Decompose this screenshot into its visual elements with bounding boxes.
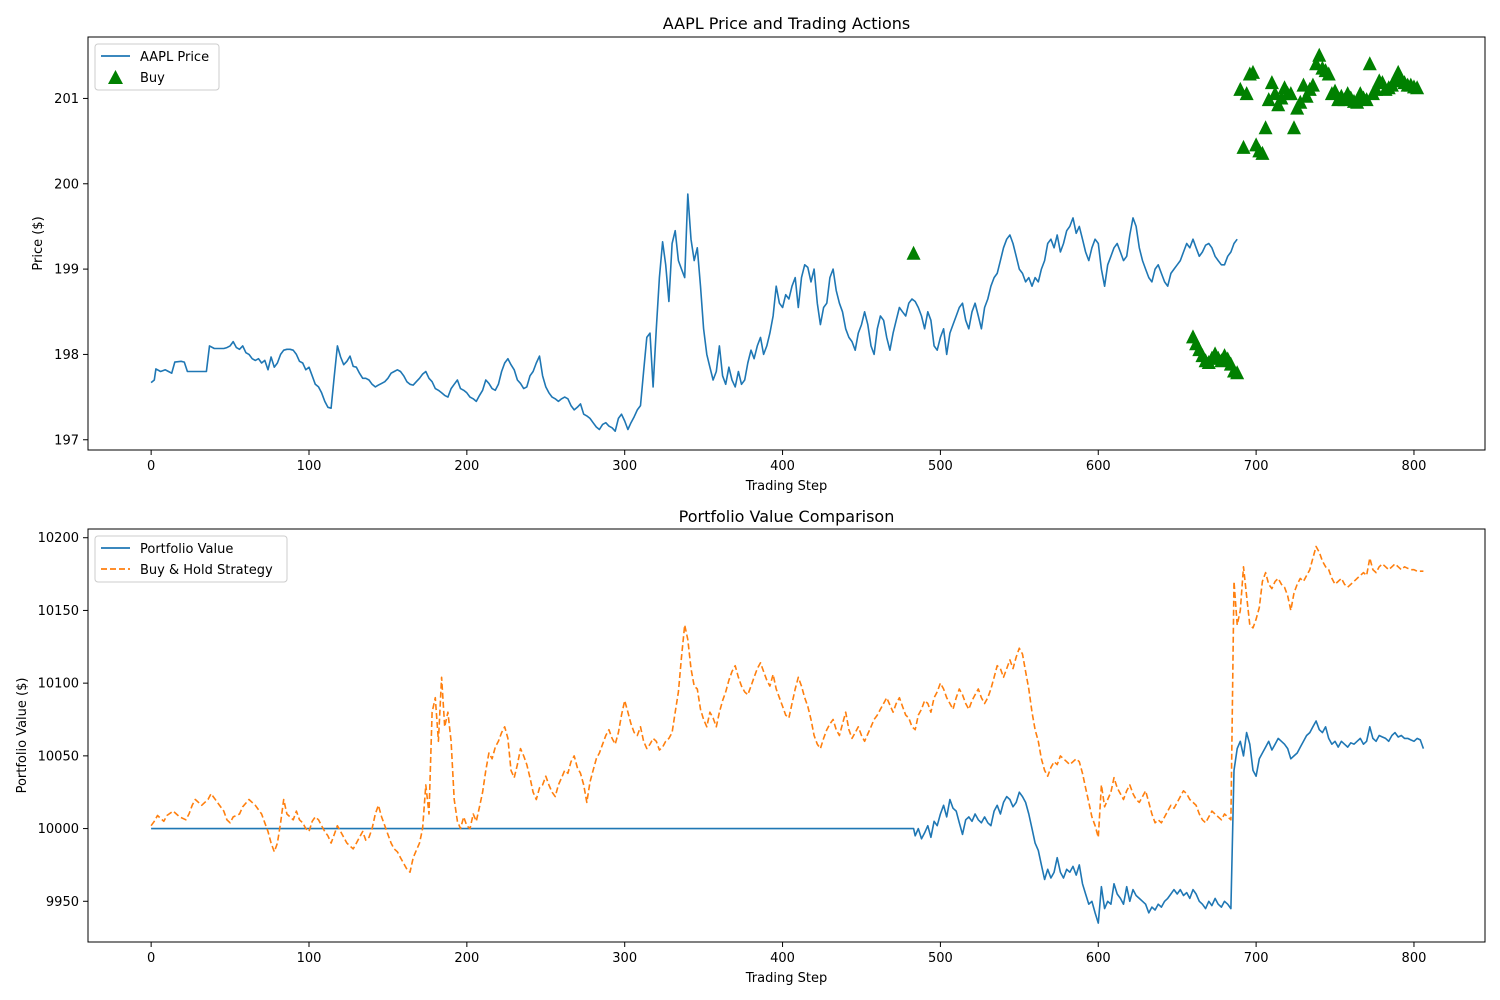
price-legend-label: AAPL Price bbox=[140, 50, 209, 65]
price-chart-title: AAPL Price and Trading Actions bbox=[663, 14, 911, 33]
x-tick-label: 100 bbox=[297, 459, 322, 474]
portfolio-x-axis: 0 100 200 300 400 500 600 700 800 bbox=[147, 942, 1426, 966]
x-tick-label: 300 bbox=[612, 951, 637, 966]
x-tick-label: 800 bbox=[1402, 951, 1427, 966]
x-tick-label: 200 bbox=[454, 459, 479, 474]
buy-marker bbox=[1264, 75, 1279, 90]
buy-marker bbox=[1283, 86, 1298, 101]
series-group bbox=[150, 47, 1425, 433]
buy-marker bbox=[906, 245, 921, 260]
y-tick-label: 199 bbox=[54, 263, 79, 278]
y-tick-label: 10000 bbox=[38, 822, 79, 837]
series-line-buy-hold-strategy bbox=[150, 545, 1424, 874]
buy-marker bbox=[1245, 64, 1260, 79]
x-tick-label: 400 bbox=[770, 951, 795, 966]
portfolio-legend-box bbox=[94, 535, 288, 583]
portfolio-legend-label: Portfolio Value bbox=[140, 542, 233, 557]
buy-legend-label: Buy bbox=[140, 71, 165, 86]
portfolio-legend: Portfolio Value Buy & Hold Strategy bbox=[94, 535, 288, 583]
series-line-aapl-price bbox=[150, 193, 1238, 433]
buy-marker bbox=[1255, 145, 1270, 160]
x-tick-label: 600 bbox=[1086, 951, 1111, 966]
x-tick-label: 700 bbox=[1244, 459, 1269, 474]
y-tick-label: 198 bbox=[54, 348, 79, 363]
buyhold-legend-label: Buy & Hold Strategy bbox=[140, 563, 273, 578]
x-tick-label: 700 bbox=[1244, 951, 1269, 966]
buy-marker bbox=[1236, 139, 1251, 154]
price-plot-frame bbox=[87, 36, 1486, 451]
series-line-portfolio-value bbox=[151, 720, 1425, 924]
series-group bbox=[150, 545, 1425, 924]
portfolio-plot-area bbox=[150, 545, 1425, 924]
buy-marker bbox=[1362, 56, 1377, 71]
y-tick-label: 201 bbox=[54, 92, 79, 107]
y-tick-label: 10050 bbox=[38, 749, 79, 764]
y-tick-label: 10200 bbox=[38, 531, 79, 546]
y-tick-label: 10100 bbox=[38, 677, 79, 692]
x-tick-label: 400 bbox=[770, 459, 795, 474]
buy-marker bbox=[1274, 90, 1289, 105]
buy-marker bbox=[1410, 80, 1425, 95]
price-y-axis: 197 198 199 200 201 bbox=[54, 92, 88, 448]
price-x-axis-label: Trading Step bbox=[745, 479, 827, 494]
portfolio-chart: Portfolio Value Comparison 0 100 200 300 400… bbox=[15, 507, 1486, 986]
x-tick-label: 500 bbox=[928, 459, 953, 474]
portfolio-chart-title: Portfolio Value Comparison bbox=[679, 507, 895, 526]
buy-marker bbox=[1305, 77, 1320, 92]
price-plot-area bbox=[150, 47, 1425, 433]
buy-marker bbox=[1312, 47, 1327, 62]
buy-legend-marker bbox=[108, 70, 123, 84]
price-chart: AAPL Price and Trading Actions 0 100 200 30… bbox=[31, 14, 1486, 494]
portfolio-plot-frame bbox=[87, 528, 1486, 943]
buy-marker bbox=[1239, 86, 1254, 101]
buy-marker bbox=[1321, 66, 1336, 81]
x-tick-label: 200 bbox=[454, 951, 479, 966]
buy-marker bbox=[1230, 365, 1245, 380]
x-tick-label: 600 bbox=[1086, 459, 1111, 474]
portfolio-y-axis: 9950 10000 10050 10100 10150 10200 bbox=[38, 531, 88, 910]
x-tick-label: 100 bbox=[297, 951, 322, 966]
y-tick-label: 9950 bbox=[46, 895, 79, 910]
price-x-axis: 0 100 200 300 400 500 600 700 800 bbox=[147, 450, 1426, 474]
price-legend: AAPL Price Buy bbox=[94, 43, 220, 91]
y-tick-label: 200 bbox=[54, 177, 79, 192]
y-tick-label: 197 bbox=[54, 433, 79, 448]
x-tick-label: 300 bbox=[612, 459, 637, 474]
buy-marker bbox=[1258, 120, 1273, 135]
price-y-axis-label: Price ($) bbox=[31, 216, 46, 270]
x-tick-label: 500 bbox=[928, 951, 953, 966]
portfolio-x-axis-label: Trading Step bbox=[745, 971, 827, 986]
x-tick-label: 0 bbox=[147, 951, 155, 966]
portfolio-y-axis-label: Portfolio Value ($) bbox=[15, 678, 30, 794]
x-tick-label: 0 bbox=[147, 459, 155, 474]
x-tick-label: 800 bbox=[1402, 459, 1427, 474]
buy-marker bbox=[1286, 120, 1301, 135]
y-tick-label: 10150 bbox=[38, 604, 79, 619]
